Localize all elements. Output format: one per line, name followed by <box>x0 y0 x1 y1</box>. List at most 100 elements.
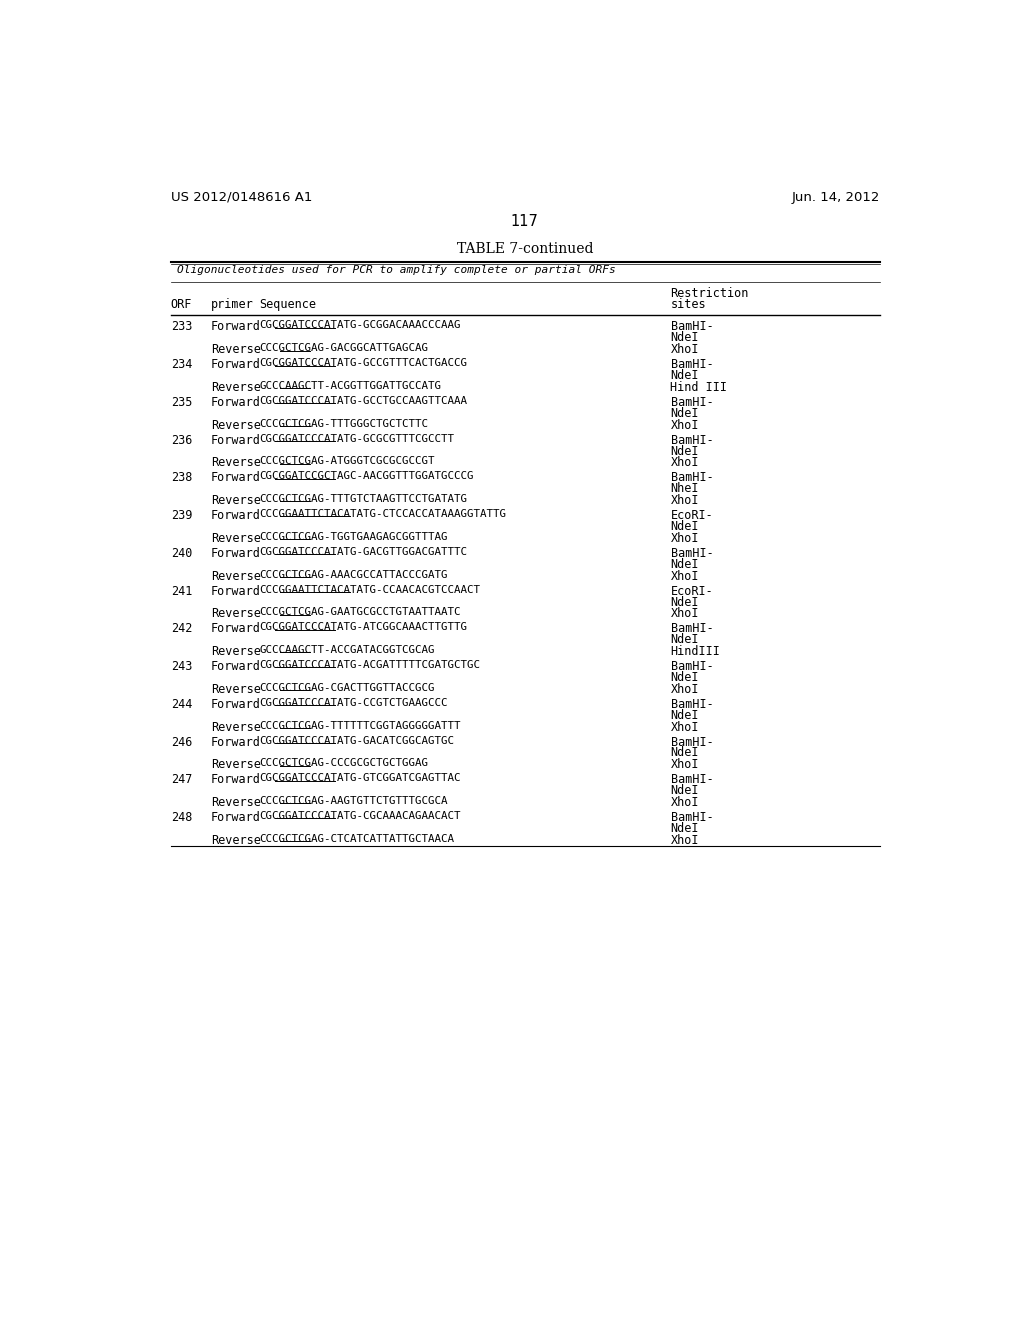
Text: Forward: Forward <box>211 774 261 787</box>
Text: Reverse: Reverse <box>211 758 261 771</box>
Text: HindIII: HindIII <box>671 645 720 659</box>
Text: 235: 235 <box>171 396 193 409</box>
Text: NdeI: NdeI <box>671 558 699 570</box>
Text: CGCGGATCCCATATG-GCCTGCCAAGTTCAAA: CGCGGATCCCATATG-GCCTGCCAAGTTCAAA <box>260 396 468 407</box>
Text: BamHI-: BamHI- <box>671 546 714 560</box>
Text: Reverse: Reverse <box>211 721 261 734</box>
Text: CGCGGATCCCATATG-GCGCGTTTCGCCTT: CGCGGATCCCATATG-GCGCGTTTCGCCTT <box>260 434 455 444</box>
Text: EcoRI-: EcoRI- <box>671 585 714 598</box>
Text: CCCGCTCGAG-TTTGTCTAAGTTCCTGATATG: CCCGCTCGAG-TTTGTCTAAGTTCCTGATATG <box>260 494 468 504</box>
Text: Restriction: Restriction <box>671 288 749 301</box>
Text: CCCGCTCGAG-TTTGGGCTGCTCTTC: CCCGCTCGAG-TTTGGGCTGCTCTTC <box>260 418 429 429</box>
Text: CCCGGAATTCTACATATG-CTCCACCATAAAGGTATTG: CCCGGAATTCTACATATG-CTCCACCATAAAGGTATTG <box>260 510 507 519</box>
Text: Forward: Forward <box>211 622 261 635</box>
Text: CGCGGATCCCATATG-CCGTCTGAAGCCC: CGCGGATCCCATATG-CCGTCTGAAGCCC <box>260 698 449 708</box>
Text: CCCGCTCGAG-TTTTTTCGGTAGGGGGATTT: CCCGCTCGAG-TTTTTTCGGTAGGGGGATTT <box>260 721 461 730</box>
Text: Forward: Forward <box>211 546 261 560</box>
Text: NdeI: NdeI <box>671 520 699 533</box>
Text: BamHI-: BamHI- <box>671 471 714 484</box>
Text: CCCGCTCGAG-CCCGCGCTGCTGGAG: CCCGCTCGAG-CCCGCGCTGCTGGAG <box>260 758 429 768</box>
Text: CCCGCTCGAG-AAGTGTTCTGTTTGCGCA: CCCGCTCGAG-AAGTGTTCTGTTTGCGCA <box>260 796 449 807</box>
Text: CCCGCTCGAG-GACGGCATTGAGCAG: CCCGCTCGAG-GACGGCATTGAGCAG <box>260 343 429 354</box>
Text: XhoI: XhoI <box>671 494 699 507</box>
Text: TABLE 7-continued: TABLE 7-continued <box>457 242 593 256</box>
Text: BamHI-: BamHI- <box>671 396 714 409</box>
Text: ORF: ORF <box>171 298 193 312</box>
Text: GCCCAAGCTT-ACCGATACGGTCGCAG: GCCCAAGCTT-ACCGATACGGTCGCAG <box>260 645 435 655</box>
Text: NdeI: NdeI <box>671 370 699 381</box>
Text: CGCGGATCCCATATG-GTCGGATCGAGTTAC: CGCGGATCCCATATG-GTCGGATCGAGTTAC <box>260 774 461 783</box>
Text: CGCGGATCCCATATG-GCGGACAAACCCAAG: CGCGGATCCCATATG-GCGGACAAACCCAAG <box>260 321 461 330</box>
Text: XhoI: XhoI <box>671 343 699 356</box>
Text: Reverse: Reverse <box>211 570 261 582</box>
Text: 117: 117 <box>511 214 539 228</box>
Text: 247: 247 <box>171 774 193 787</box>
Text: 240: 240 <box>171 546 193 560</box>
Text: CGCGGATCCCATATG-CGCAAACAGAACACT: CGCGGATCCCATATG-CGCAAACAGAACACT <box>260 810 461 821</box>
Text: Forward: Forward <box>211 358 261 371</box>
Text: Reverse: Reverse <box>211 532 261 545</box>
Text: CCCGCTCGAG-TGGTGAAGAGCGGTTTAG: CCCGCTCGAG-TGGTGAAGAGCGGTTTAG <box>260 532 449 541</box>
Text: BamHI-: BamHI- <box>671 660 714 673</box>
Text: CCCGGAATTCTACATATG-CCAACACGTCCAACT: CCCGGAATTCTACATATG-CCAACACGTCCAACT <box>260 585 480 594</box>
Text: XhoI: XhoI <box>671 418 699 432</box>
Text: 239: 239 <box>171 510 193 523</box>
Text: Forward: Forward <box>211 810 261 824</box>
Text: Forward: Forward <box>211 471 261 484</box>
Text: Reverse: Reverse <box>211 418 261 432</box>
Text: XhoI: XhoI <box>671 682 699 696</box>
Text: NdeI: NdeI <box>671 784 699 797</box>
Text: CCCGCTCGAG-AAACGCCATTACCCGATG: CCCGCTCGAG-AAACGCCATTACCCGATG <box>260 570 449 579</box>
Text: Reverse: Reverse <box>211 494 261 507</box>
Text: Jun. 14, 2012: Jun. 14, 2012 <box>792 191 880 203</box>
Text: CGCGGATCCCATATG-ACGATTTTTCGATGCTGC: CGCGGATCCCATATG-ACGATTTTTCGATGCTGC <box>260 660 480 671</box>
Text: CCCGCTCGAG-CTCATCATTATTGCTAACA: CCCGCTCGAG-CTCATCATTATTGCTAACA <box>260 834 455 843</box>
Text: Forward: Forward <box>211 321 261 334</box>
Text: CGCGGATCCCATATG-GACGTTGGACGATTTC: CGCGGATCCCATATG-GACGTTGGACGATTTC <box>260 546 468 557</box>
Text: primer: primer <box>211 298 254 312</box>
Text: 246: 246 <box>171 735 193 748</box>
Text: Forward: Forward <box>211 510 261 523</box>
Text: Reverse: Reverse <box>211 607 261 620</box>
Text: GCCCAAGCTT-ACGGTTGGATTGCCATG: GCCCAAGCTT-ACGGTTGGATTGCCATG <box>260 381 441 391</box>
Text: BamHI-: BamHI- <box>671 434 714 446</box>
Text: 243: 243 <box>171 660 193 673</box>
Text: XhoI: XhoI <box>671 607 699 620</box>
Text: BamHI-: BamHI- <box>671 735 714 748</box>
Text: BamHI-: BamHI- <box>671 774 714 787</box>
Text: Reverse: Reverse <box>211 682 261 696</box>
Text: Reverse: Reverse <box>211 834 261 846</box>
Text: NdeI: NdeI <box>671 634 699 647</box>
Text: Forward: Forward <box>211 434 261 446</box>
Text: NheI: NheI <box>671 482 699 495</box>
Text: Reverse: Reverse <box>211 381 261 393</box>
Text: 234: 234 <box>171 358 193 371</box>
Text: Forward: Forward <box>211 735 261 748</box>
Text: 244: 244 <box>171 698 193 710</box>
Text: BamHI-: BamHI- <box>671 810 714 824</box>
Text: sites: sites <box>671 298 707 312</box>
Text: CCCGCTCGAG-CGACTTGGTTACCGCG: CCCGCTCGAG-CGACTTGGTTACCGCG <box>260 682 435 693</box>
Text: US 2012/0148616 A1: US 2012/0148616 A1 <box>171 191 312 203</box>
Text: NdeI: NdeI <box>671 331 699 345</box>
Text: NdeI: NdeI <box>671 709 699 722</box>
Text: CGCGGATCCCATATG-GACATCGGCAGTGC: CGCGGATCCCATATG-GACATCGGCAGTGC <box>260 735 455 746</box>
Text: XhoI: XhoI <box>671 758 699 771</box>
Text: NdeI: NdeI <box>671 746 699 759</box>
Text: 238: 238 <box>171 471 193 484</box>
Text: XhoI: XhoI <box>671 721 699 734</box>
Text: Oligonucleotides used for PCR to amplify complete or partial ORFs: Oligonucleotides used for PCR to amplify… <box>177 265 615 275</box>
Text: Reverse: Reverse <box>211 645 261 659</box>
Text: XhoI: XhoI <box>671 796 699 809</box>
Text: BamHI-: BamHI- <box>671 622 714 635</box>
Text: XhoI: XhoI <box>671 570 699 582</box>
Text: 233: 233 <box>171 321 193 334</box>
Text: CGCGGATCCCATATG-GCCGTTTCACTGACCG: CGCGGATCCCATATG-GCCGTTTCACTGACCG <box>260 358 468 368</box>
Text: NdeI: NdeI <box>671 407 699 420</box>
Text: Reverse: Reverse <box>211 457 261 470</box>
Text: EcoRI-: EcoRI- <box>671 510 714 523</box>
Text: NdeI: NdeI <box>671 595 699 609</box>
Text: NdeI: NdeI <box>671 822 699 834</box>
Text: CGCGGATCCCATATG-ATCGGCAAACTTGTTG: CGCGGATCCCATATG-ATCGGCAAACTTGTTG <box>260 622 468 632</box>
Text: BamHI-: BamHI- <box>671 321 714 334</box>
